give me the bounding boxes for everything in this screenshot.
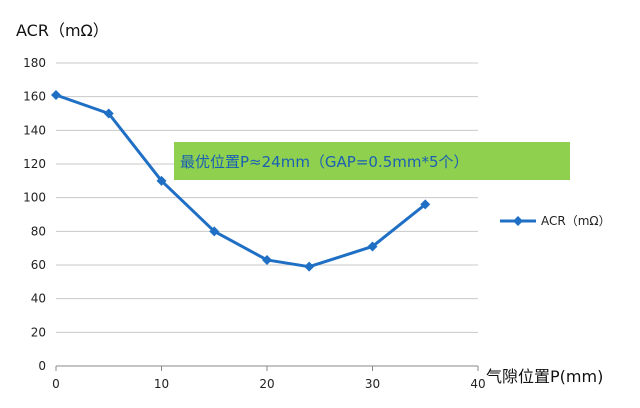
data-point-1 [103, 108, 114, 119]
y-tick-label-60: 60 [31, 258, 46, 272]
x-tick-label-30: 30 [365, 377, 380, 391]
series-line-0 [55, 93, 427, 269]
legend-marker [513, 216, 523, 226]
legend-label: ACR（mΩ） [541, 214, 611, 228]
y-tick-label-40: 40 [31, 292, 46, 306]
y-tick-label-160: 160 [23, 90, 46, 104]
x-axis-title: 气隙位置P(mm) [486, 367, 603, 386]
plot-area [51, 89, 431, 272]
data-point-6 [367, 241, 378, 252]
y-tick-label-180: 180 [23, 56, 46, 70]
y-tick-label-140: 140 [23, 123, 46, 137]
x-tick-label-0: 0 [52, 377, 60, 391]
annotation-box [174, 142, 570, 180]
x-tick-label-10: 10 [154, 377, 169, 391]
y-axis-title: ACR（mΩ） [16, 21, 109, 40]
y-axis: 0 20 40 60 80 100 120 140 160 180 [23, 56, 46, 373]
data-point-7 [420, 199, 431, 210]
y-tick-label-0: 0 [38, 359, 46, 373]
annotation-text: 最优位置P≈24mm（GAP=0.5mm*5个） [180, 153, 469, 171]
data-point-5 [304, 261, 315, 272]
y-tick-label-20: 20 [31, 325, 46, 339]
data-point-2 [156, 175, 167, 186]
x-tick-label-20: 20 [259, 377, 274, 391]
y-tick-label-100: 100 [23, 191, 46, 205]
y-tick-label-120: 120 [23, 157, 46, 171]
legend: ACR（mΩ） [500, 214, 611, 228]
data-point-0 [51, 89, 61, 100]
gridlines [56, 62, 478, 333]
x-axis: 0 10 20 30 40 [52, 365, 486, 391]
data-point-4 [262, 254, 272, 265]
y-tick-label-80: 80 [31, 224, 46, 238]
x-tick-label-40: 40 [470, 377, 485, 391]
data-point-3 [209, 226, 220, 237]
